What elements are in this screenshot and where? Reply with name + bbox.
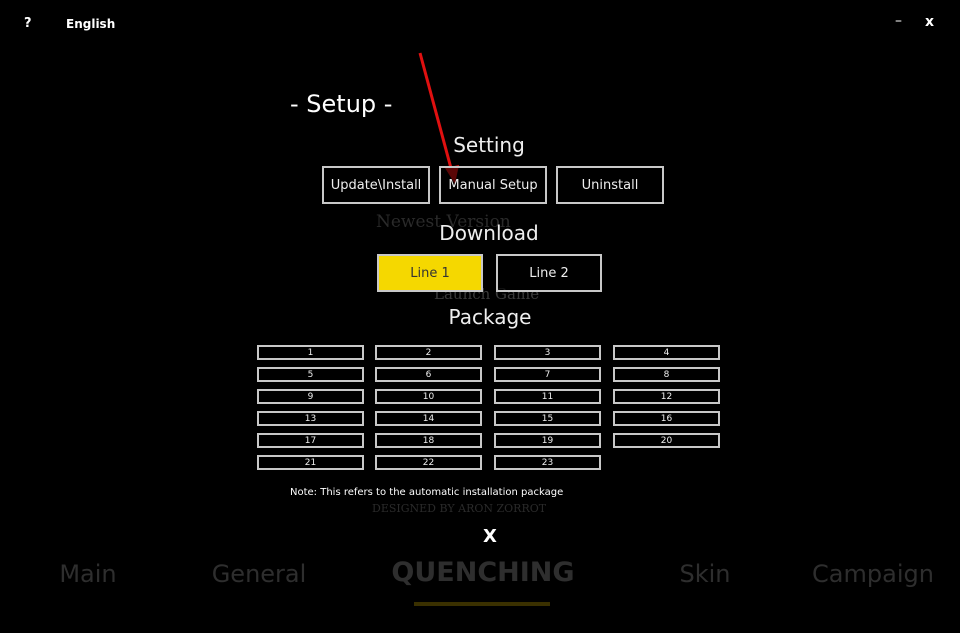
- window-close[interactable]: x: [925, 14, 935, 30]
- section-heading: Setting: [453, 133, 525, 157]
- background-text: DESIGNED BY ARON ZORROT: [372, 502, 547, 515]
- package-button[interactable]: 16: [613, 411, 720, 426]
- package-button[interactable]: 4: [613, 345, 720, 360]
- note: Note: This refers to the automatic insta…: [290, 487, 564, 498]
- package-button[interactable]: 10: [375, 389, 482, 404]
- package-button[interactable]: 3: [494, 345, 601, 360]
- package-button[interactable]: 9: [257, 389, 364, 404]
- package-button[interactable]: 8: [613, 367, 720, 382]
- package-button[interactable]: 21: [257, 455, 364, 470]
- nav-tab[interactable]: Main: [59, 560, 117, 588]
- package-button[interactable]: 13: [257, 411, 364, 426]
- arrow-shaft: [418, 52, 454, 173]
- section-heading: Package: [448, 305, 532, 329]
- package-button[interactable]: 15: [494, 411, 601, 426]
- setup-close[interactable]: X: [483, 526, 497, 547]
- nav-tab[interactable]: General: [211, 560, 307, 588]
- nav-tab[interactable]: QUENCHING: [391, 557, 575, 588]
- download-button[interactable]: Line 2: [496, 254, 602, 292]
- setting-button[interactable]: Uninstall: [556, 166, 664, 204]
- package-button[interactable]: 17: [257, 433, 364, 448]
- package-button[interactable]: 1: [257, 345, 364, 360]
- package-button[interactable]: 12: [613, 389, 720, 404]
- help-button[interactable]: ?: [24, 16, 32, 31]
- download-button[interactable]: Line 1: [377, 254, 483, 292]
- package-button[interactable]: 18: [375, 433, 482, 448]
- tab-underline: [414, 602, 550, 606]
- package-button[interactable]: 5: [257, 367, 364, 382]
- nav-tab[interactable]: Campaign: [812, 560, 934, 588]
- package-button[interactable]: 7: [494, 367, 601, 382]
- setup-title: - Setup -: [290, 90, 393, 118]
- package-button[interactable]: 2: [375, 345, 482, 360]
- package-button[interactable]: 19: [494, 433, 601, 448]
- minimize-button[interactable]: –: [895, 13, 902, 29]
- package-button[interactable]: 22: [375, 455, 482, 470]
- language-selector[interactable]: English: [66, 17, 116, 31]
- setting-button[interactable]: Update\Install: [322, 166, 430, 204]
- package-button[interactable]: 11: [494, 389, 601, 404]
- package-button[interactable]: 20: [613, 433, 720, 448]
- package-button[interactable]: 23: [494, 455, 601, 470]
- background-text: Newest Version: [376, 212, 511, 232]
- section-heading: Download: [439, 221, 539, 245]
- nav-tab[interactable]: Skin: [679, 560, 731, 588]
- package-button[interactable]: 6: [375, 367, 482, 382]
- setting-button[interactable]: Manual Setup: [439, 166, 547, 204]
- package-button[interactable]: 14: [375, 411, 482, 426]
